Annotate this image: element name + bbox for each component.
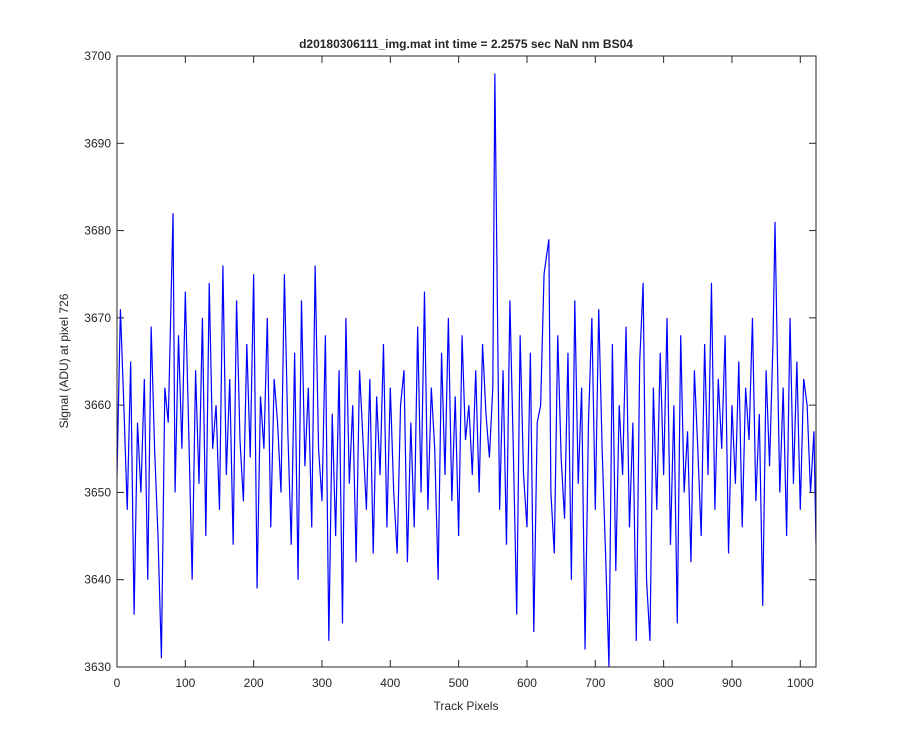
axes-box — [116, 55, 817, 668]
y-axis-label: Signal (ADU) at pixel 726 — [57, 293, 71, 428]
y-tick-label: 3630 — [84, 660, 111, 674]
x-tick-label: 300 — [312, 676, 332, 690]
x-tick-label: 100 — [175, 676, 195, 690]
x-tick-label: 0 — [114, 676, 121, 690]
x-tick-label: 800 — [654, 676, 674, 690]
plot-area — [117, 56, 816, 667]
y-tick-label: 3650 — [84, 485, 111, 499]
x-tick-label: 400 — [380, 676, 400, 690]
x-tick-label: 1000 — [787, 676, 814, 690]
x-axis-label: Track Pixels — [434, 699, 499, 713]
data-line — [117, 73, 816, 667]
x-tick-label: 900 — [722, 676, 742, 690]
y-tick-label: 3690 — [84, 136, 111, 150]
y-tick-label: 3640 — [84, 573, 111, 587]
y-tick-label: 3660 — [84, 398, 111, 412]
chart-title: d20180306111_img.mat int time = 2.2575 s… — [299, 37, 633, 51]
y-tick-label: 3670 — [84, 311, 111, 325]
x-tick-label: 700 — [585, 676, 605, 690]
x-tick-label: 600 — [517, 676, 537, 690]
y-tick-label: 3700 — [84, 49, 111, 63]
x-tick-label: 500 — [449, 676, 469, 690]
x-tick-label: 200 — [244, 676, 264, 690]
y-tick-label: 3680 — [84, 224, 111, 238]
